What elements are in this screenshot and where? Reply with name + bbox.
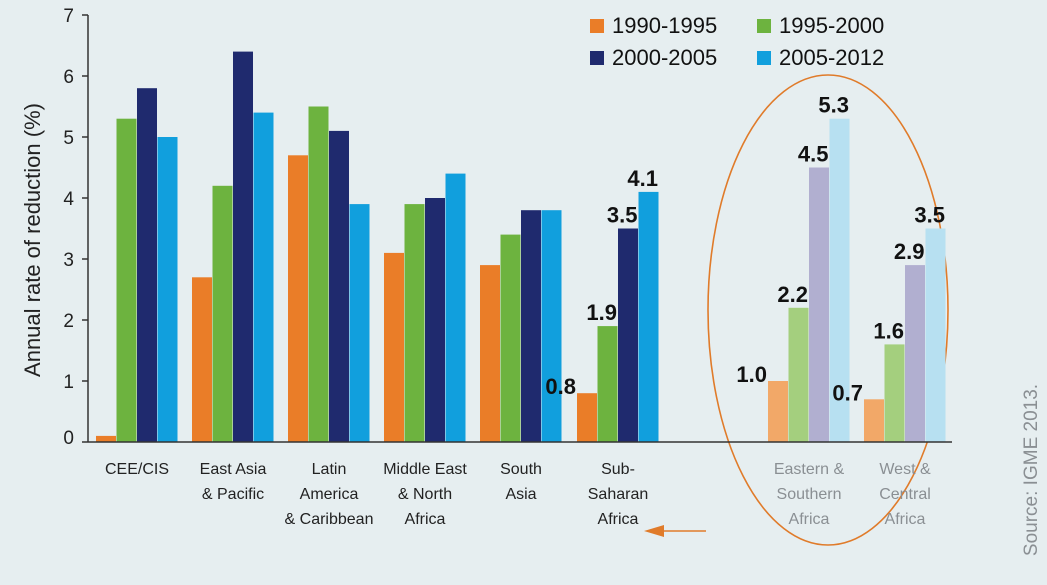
- data-label: 1.9: [586, 300, 617, 325]
- y-tick-label: 7: [63, 6, 74, 27]
- legend-label: 1990-1995: [612, 13, 717, 38]
- y-tick-label: 1: [63, 372, 74, 393]
- y-tick-label: 6: [63, 67, 74, 88]
- legend-swatch: [590, 51, 604, 65]
- bar-2005-2012-south-asia: [541, 210, 562, 442]
- category-label: East Asia & Pacific: [200, 461, 267, 503]
- highlight-oval: [707, 74, 949, 546]
- bar-1995-2000-middle-east-&-north-africa: [404, 204, 425, 442]
- category-label: South Asia: [500, 461, 542, 503]
- data-label: 1.0: [736, 362, 767, 387]
- y-tick-label: 3: [63, 250, 74, 271]
- y-axis-label: Annual rate of reduction (%): [20, 103, 45, 377]
- data-labels: 0.8 1.9 3.5 4.1 1.0 2.2 4.5 5.3 0.7 1.6 2.9 3.5: [545, 93, 945, 406]
- arrow-head: [644, 525, 664, 537]
- category-label: Eastern & Southern Africa: [774, 461, 845, 528]
- bar-1990-1995-latin-america-&-caribbean: [288, 155, 308, 443]
- annotation-arrow: [644, 525, 706, 537]
- bar-2005-2012-sub--saharan-africa: [638, 191, 659, 442]
- y-axis: 0 1 2 3 4 5 6 7: [63, 6, 89, 449]
- bar-1990-1995-west-&-central-africa: [864, 399, 884, 442]
- bar-2005-2012-middle-east-&-north-africa: [445, 173, 466, 442]
- bar-1995-2000-east-asia-&-pacific: [212, 185, 233, 443]
- bar-1995-2000-sub--saharan-africa: [597, 326, 618, 442]
- data-label: 0.8: [545, 374, 576, 399]
- bar-1990-1995-sub--saharan-africa: [577, 393, 597, 442]
- category-label: Latin America & Caribbean: [285, 461, 374, 528]
- bar-2000-2005-south-asia: [521, 210, 541, 442]
- y-tick-label: 2: [63, 311, 74, 332]
- bar-1990-1995-eastern-&-southern-africa: [768, 381, 788, 442]
- highlight-ellipse: [707, 74, 949, 546]
- category-label: West & Central Africa: [879, 461, 931, 528]
- legend-swatch: [757, 51, 771, 65]
- x-axis: CEE/CIS East Asia & Pacific Latin America & C…: [88, 441, 952, 528]
- bar-2000-2005-east-asia-&-pacific: [233, 51, 253, 442]
- bar-2000-2005-middle-east-&-north-africa: [425, 198, 445, 442]
- bar-1995-2000-west-&-central-africa: [884, 344, 905, 442]
- data-label: 3.5: [607, 203, 638, 228]
- bar-1990-1995-south-asia: [480, 265, 500, 442]
- bar-2005-2012-latin-america-&-caribbean: [349, 204, 370, 442]
- bar-2005-2012-east-asia-&-pacific: [253, 112, 274, 442]
- bar-1990-1995-east-asia-&-pacific: [192, 277, 212, 442]
- category-label: Sub-Saharan Africa: [588, 461, 649, 528]
- bar-2005-2012-eastern-&-southern-africa: [829, 118, 850, 442]
- data-label: 4.1: [627, 166, 658, 191]
- y-tick-label: 0: [63, 428, 74, 449]
- bar-1990-1995-cee/cis: [96, 435, 116, 442]
- bar-2005-2012-west-&-central-africa: [925, 228, 946, 442]
- bar-1995-2000-south-asia: [500, 234, 521, 442]
- data-label: 1.6: [873, 318, 904, 343]
- legend-swatch: [757, 19, 771, 33]
- bar-2000-2005-cee/cis: [137, 88, 157, 442]
- data-label: 2.2: [777, 282, 808, 307]
- bar-2000-2005-west-&-central-africa: [905, 265, 925, 442]
- legend: 1990-1995 1995-2000 2000-2005 2005-2012: [590, 13, 884, 70]
- y-tick-label: 5: [63, 128, 74, 149]
- data-label: 5.3: [818, 93, 849, 118]
- y-tick-label: 4: [63, 189, 74, 210]
- bar-1995-2000-latin-america-&-caribbean: [308, 106, 329, 442]
- bar-1995-2000-cee/cis: [116, 118, 137, 442]
- bar-group: [96, 51, 946, 443]
- data-label: 2.9: [894, 239, 925, 264]
- bar-2000-2005-sub--saharan-africa: [618, 228, 638, 442]
- legend-label: 1995-2000: [779, 13, 884, 38]
- bar-2000-2005-eastern-&-southern-africa: [809, 167, 829, 442]
- bar-1995-2000-eastern-&-southern-africa: [788, 307, 809, 442]
- bar-2000-2005-latin-america-&-caribbean: [329, 130, 349, 442]
- bar-2005-2012-cee/cis: [157, 137, 178, 442]
- legend-label: 2000-2005: [612, 45, 717, 70]
- category-label: CEE/CIS: [105, 461, 169, 478]
- data-label: 3.5: [914, 203, 945, 228]
- legend-swatch: [590, 19, 604, 33]
- category-label: Middle East & North Africa: [383, 461, 467, 528]
- legend-label: 2005-2012: [779, 45, 884, 70]
- source-note: Source: IGME 2013.: [1021, 384, 1042, 556]
- data-label: 4.5: [798, 142, 829, 167]
- bar-1990-1995-middle-east-&-north-africa: [384, 252, 404, 442]
- data-label: 0.7: [832, 380, 863, 405]
